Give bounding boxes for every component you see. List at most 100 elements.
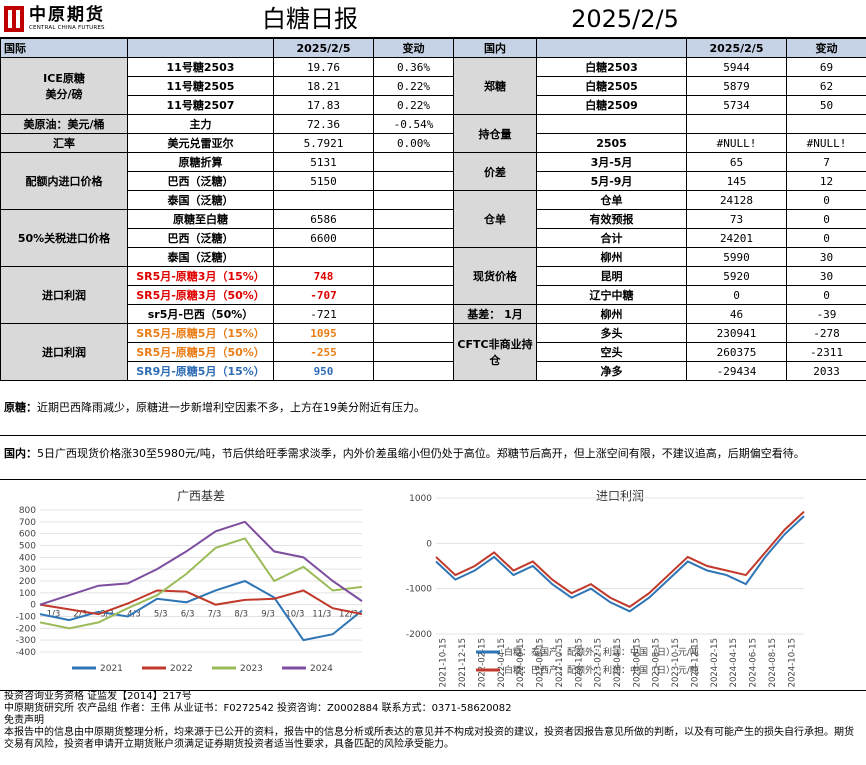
footer-license: 投资咨询业务资格 证监发【2014】217号	[4, 691, 192, 702]
y-tick-label: 1000	[409, 494, 432, 504]
item-name: 柳州	[536, 304, 687, 324]
item-change: 7	[786, 152, 866, 172]
item-name: 合计	[536, 228, 687, 248]
page-title: 白糖日报	[262, 5, 358, 33]
table-row: 汇率 美元兑雷亚尔 5.7921 0.00% 2505 #NULL! #NULL!	[0, 133, 866, 153]
x-tick-label: 3/3	[100, 610, 114, 620]
legend-label: 2022	[170, 664, 193, 674]
series-line	[435, 510, 805, 608]
series-line	[39, 589, 363, 616]
row-group-label: 美原油：美元/桶	[0, 114, 128, 134]
chart-guangxi-basis: 广西基差 -400 -300 -200 -100 0 100 200 300 400 500 600 7…	[2, 484, 382, 688]
empty-cell	[686, 114, 787, 134]
table-row: sr5月-巴西（50%） -721 基差： 1月 柳州 46 -39	[1, 304, 866, 324]
y-tick-label: 800	[19, 506, 36, 516]
item-change	[373, 342, 454, 362]
table-row: 美原油：美元/桶 主力 72.36 -0.54% 持仓量	[0, 114, 866, 153]
data-table: 国际 2025/2/5 变动 国内 2025/2/5 变动 ICE原糖 美分/磅 11号糖25…	[0, 38, 866, 381]
x-tick-label: 10/3	[285, 610, 304, 620]
item-value: 950	[273, 361, 374, 381]
item-name: SR5月-原糖5月（15%）	[127, 323, 274, 343]
item-change: 30	[786, 247, 866, 267]
item-value: -721	[273, 304, 374, 324]
item-value: 5734	[686, 95, 787, 115]
item-value: 5.7921	[273, 133, 374, 153]
item-name: 主力	[127, 114, 274, 134]
x-tick-label: 2024-02-15	[710, 638, 720, 687]
item-change: 0	[786, 209, 866, 229]
footer-disclaimer-text: 本报告中的信息由中原期货整理分析，均来源于已公开的资料，报告中的信息分析或所表达…	[4, 727, 854, 750]
row-group-label: 郑糖	[453, 57, 537, 115]
item-value: 5131	[273, 152, 374, 172]
item-value: 6600	[273, 228, 374, 248]
item-name: SR9月-原糖5月（15%）	[127, 361, 274, 381]
item-change: -39	[786, 304, 866, 324]
item-name: 白糖2505	[536, 76, 687, 96]
table-row: 配额内进口价格 原糖折算 5131 价差 3月-5月 65 7	[0, 152, 866, 210]
legend-label: 白糖：泰国产：配额外：利润：中国（日） 元/吨	[504, 646, 699, 658]
series-line	[435, 515, 805, 613]
x-tick-label: 2024-06-15	[749, 638, 759, 687]
series-line	[39, 520, 363, 606]
dom-note-label: 国内：	[4, 447, 37, 460]
logo-cn-text: 中原期货	[29, 5, 105, 25]
item-name: 巴西（泛糖）	[127, 171, 274, 191]
table-row: 进口利润 SR5月-原糖3月（15%） 748 昆明 5920 30	[0, 266, 866, 324]
x-tick-label: 1/3	[47, 610, 61, 620]
item-change: 62	[786, 76, 866, 96]
table-row: 巴西（泛糖） 6600 合计 24201 0	[1, 228, 866, 248]
footer-disclaimer-title: 免责声明	[4, 715, 44, 726]
item-name: 5月-9月	[536, 171, 687, 191]
item-name: 多头	[536, 323, 687, 343]
item-value: 17.83	[273, 95, 374, 115]
company-logo: 中原期货 CENTRAL CHINA FUTURES	[2, 2, 152, 36]
y-tick-label: -100	[16, 613, 37, 623]
item-name: 泰国（泛糖）	[127, 247, 274, 267]
item-change: 30	[786, 266, 866, 286]
item-name: sr5月-巴西（50%）	[127, 304, 274, 324]
row-group-label: ICE原糖 美分/磅	[0, 57, 128, 115]
footer: 投资咨询业务资格 证监发【2014】217号 中原期货研究所 农产品组 作者：王…	[0, 690, 866, 751]
item-value: 145	[686, 171, 787, 191]
x-tick-label: 2023-06-15	[632, 638, 642, 687]
item-change: -278	[786, 323, 866, 343]
x-tick-label: 2022-08-15	[536, 638, 546, 687]
table-header-cell: 国际	[0, 38, 128, 58]
x-tick-label: 2/3	[73, 610, 87, 620]
chart-import-profit: 进口利润 -2000 -1000 0 1000 2021-10-15 2021-12-15 2…	[386, 484, 816, 688]
x-tick-label: 2022-02-15	[477, 638, 487, 687]
item-name: SR5月-原糖3月（15%）	[127, 266, 274, 286]
item-value: 72.36	[273, 114, 374, 134]
table-header-cell: 2025/2/5	[273, 38, 374, 58]
item-value	[273, 247, 374, 267]
x-tick-label: 4/3	[127, 610, 141, 620]
row-group-label: 仓单	[453, 190, 537, 248]
x-tick-label: 2022-04-15	[497, 638, 507, 687]
item-value: -255	[273, 342, 374, 362]
item-change: 0	[786, 285, 866, 305]
domestic-note: 国内：5日广西现货价格涨30至5980元/吨，节后供给旺季需求淡季，内外价差虽缩…	[0, 442, 866, 480]
item-value: 748	[273, 266, 374, 286]
x-tick-label: 2023-02-15	[594, 638, 604, 687]
table-row: SR5月-原糖3月（50%） -707 辽宁中糖 0 0	[1, 285, 866, 305]
raw-note-text: 近期巴西降雨减少，原糖进一步新增利空因素不多，上方在19美分附近有压力。	[37, 401, 425, 414]
row-group-label: 持仓量	[453, 114, 537, 153]
item-name: SR5月-原糖5月（50%）	[127, 342, 274, 362]
y-tick-label: -2000	[406, 630, 432, 640]
table-header-cell: 变动	[786, 38, 866, 58]
table-header-cell: 2025/2/5	[686, 38, 787, 58]
item-name: 美元兑雷亚尔	[127, 133, 274, 153]
x-tick-label: 2023-04-15	[613, 638, 623, 687]
item-value: 65	[686, 152, 787, 172]
y-tick-label: -400	[16, 648, 37, 658]
legend-label: 白糖：巴西产：配额外：利润：中国（日） 元/吨	[504, 664, 699, 676]
row-group-label: 汇率	[0, 133, 128, 153]
y-tick-label: 0	[426, 539, 432, 549]
row-group-label: 基差： 1月	[453, 304, 537, 324]
legend-label: 2024	[310, 664, 333, 674]
item-name: 净多	[536, 361, 687, 381]
legend-label: 2023	[240, 664, 263, 674]
item-name: 11号糖2507	[127, 95, 274, 115]
y-tick-label: 100	[19, 589, 36, 599]
item-change: -0.54%	[373, 114, 454, 134]
